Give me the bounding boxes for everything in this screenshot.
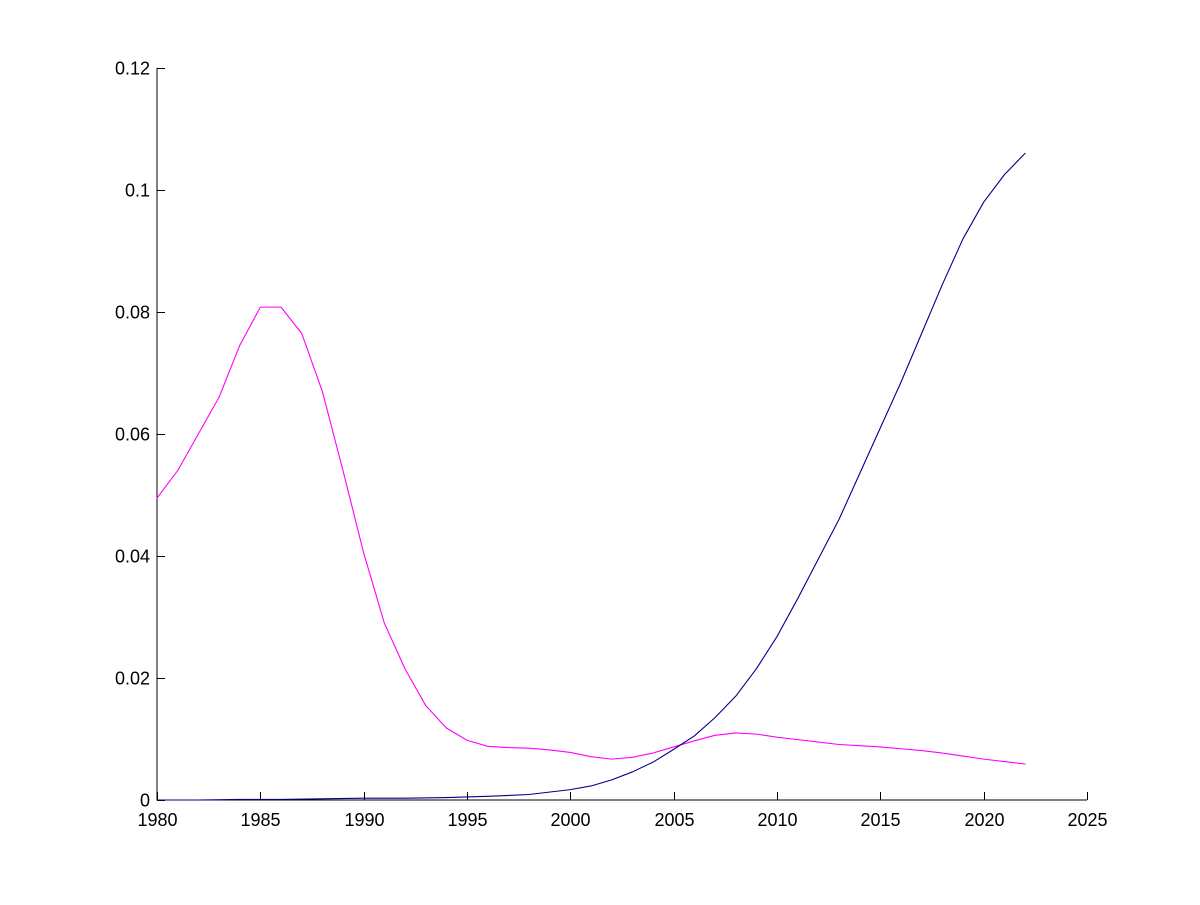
x-tick-label: 1990 — [344, 810, 384, 830]
x-tick-label: 2020 — [964, 810, 1004, 830]
y-tick-label: 0.08 — [115, 303, 150, 323]
x-tick-label: 2025 — [1067, 810, 1107, 830]
y-tick-label: 0.04 — [115, 547, 150, 567]
series-line-2 — [156, 152, 1026, 801]
y-tick-label: 0.02 — [115, 669, 150, 689]
axes: 1980 1985 1990 1995 2000 2005 2010 2015 2020 2025… — [115, 59, 1108, 831]
x-tick-label: 1980 — [137, 810, 177, 830]
y-tick-label: 0.12 — [115, 59, 150, 79]
x-tick-label: 2005 — [654, 810, 694, 830]
x-tick-label: 2015 — [860, 810, 900, 830]
series-layer — [156, 152, 1026, 801]
x-tick-label: 2000 — [550, 810, 590, 830]
series-line-1 — [156, 306, 1026, 765]
y-tick-label: 0.1 — [125, 181, 150, 201]
x-tick-label: 1985 — [240, 810, 280, 830]
y-tick-label: 0 — [140, 791, 150, 811]
y-tick-label: 0.06 — [115, 425, 150, 445]
x-tick-label: 2010 — [757, 810, 797, 830]
x-tick-label: 1995 — [447, 810, 487, 830]
